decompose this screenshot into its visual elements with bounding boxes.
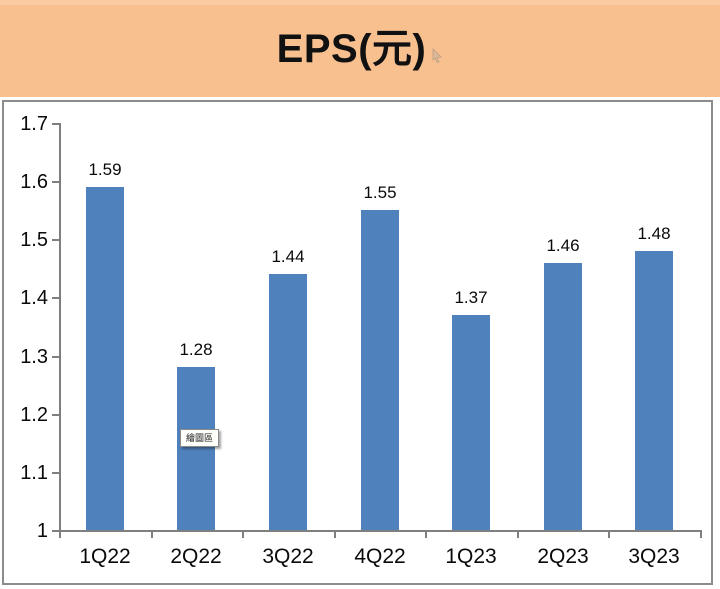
y-tick-mark (52, 472, 59, 474)
bar[interactable] (544, 263, 582, 530)
x-category-label: 1Q22 (79, 545, 131, 568)
chart-frame: 1 1.1 1.2 1.3 1.4 1.5 1.6 1.7 1.59 1Q22 1.28 2Q22 1.… (2, 100, 713, 585)
y-tick-mark (52, 239, 59, 241)
bar-value-label: 1.28 (179, 340, 213, 359)
x-tick-mark (608, 530, 610, 538)
bar[interactable] (86, 187, 124, 530)
x-category-label: 2Q22 (170, 545, 222, 568)
bar[interactable] (452, 315, 490, 530)
y-tick-label: 1.7 (20, 113, 48, 135)
x-axis-line (53, 530, 700, 532)
bar[interactable] (361, 210, 399, 530)
bar-value-label: 1.59 (88, 160, 122, 179)
y-tick-label: 1.2 (20, 404, 48, 426)
chart-plot-area[interactable]: 1 1.1 1.2 1.3 1.4 1.5 1.6 1.7 1.59 1Q22 1.28 2Q22 1.… (4, 102, 711, 583)
bar-value-label: 1.55 (363, 183, 397, 202)
bar[interactable] (177, 367, 215, 530)
x-category-label: 3Q23 (628, 545, 680, 568)
y-tick-label: 1.4 (20, 287, 48, 309)
y-tick-label: 1.3 (20, 346, 48, 368)
y-axis-line (59, 123, 61, 532)
bar[interactable] (635, 251, 673, 530)
chart-title: EPS(元) (276, 26, 427, 71)
x-tick-mark (700, 530, 702, 538)
x-category-label: 2Q23 (537, 545, 589, 568)
y-tick-mark (52, 181, 59, 183)
bar-value-label: 1.48 (637, 224, 671, 243)
mouse-cursor-icon (432, 48, 443, 63)
y-tick-label: 1.5 (20, 229, 48, 251)
plot-area-tooltip: 繪圖區 (180, 429, 220, 447)
y-tick-label: 1.6 (20, 171, 48, 193)
x-tick-mark (425, 530, 427, 538)
x-tick-mark (334, 530, 336, 538)
y-tick-mark (52, 297, 59, 299)
x-tick-mark (59, 530, 61, 538)
y-tick-label: 1.1 (20, 462, 48, 484)
y-tick-mark (52, 356, 59, 358)
bar[interactable] (269, 274, 307, 530)
x-category-label: 4Q22 (354, 545, 406, 568)
title-band-stripe (0, 0, 720, 5)
x-tick-mark (517, 530, 519, 538)
x-category-label: 1Q23 (445, 545, 497, 568)
y-tick-label: 1 (36, 520, 48, 542)
bar-value-label: 1.44 (271, 247, 305, 266)
bar-value-label: 1.37 (454, 288, 488, 307)
x-tick-mark (151, 530, 153, 538)
y-tick-mark (52, 530, 59, 532)
bar-value-label: 1.46 (546, 236, 580, 255)
y-tick-mark (52, 414, 59, 416)
y-tick-mark (52, 123, 59, 125)
chart-title-band: EPS(元) (0, 0, 720, 97)
x-tick-mark (242, 530, 244, 538)
x-category-label: 3Q22 (262, 545, 314, 568)
